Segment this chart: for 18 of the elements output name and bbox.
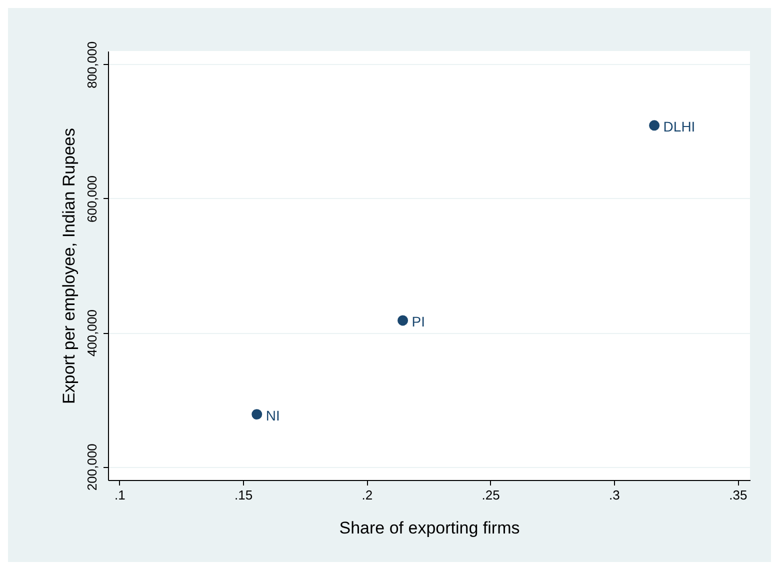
annotation: DLHI — [663, 118, 696, 134]
y-tick-label: 400,000 — [84, 310, 100, 357]
x-tick-label: .35 — [729, 488, 748, 502]
x-tick-label: .3 — [609, 488, 620, 502]
annotation: NI — [266, 407, 280, 424]
point — [398, 315, 408, 326]
y-tick-label: 200,000 — [84, 444, 100, 491]
annotation: PI — [412, 313, 426, 330]
x-axis-title: Share of exporting firms — [339, 518, 520, 538]
x-tick-label: .2 — [362, 488, 373, 502]
y-tick-label: 600,000 — [84, 175, 100, 222]
y-axis-title: Export per employee, Indian Rupees — [60, 128, 78, 404]
point — [649, 120, 660, 131]
x-tick-label: .1 — [114, 488, 126, 502]
x-tick-label: .15 — [234, 488, 253, 502]
point — [252, 409, 262, 420]
x-tick-label: .25 — [482, 488, 500, 502]
y-tick-label: 800,000 — [84, 41, 100, 88]
